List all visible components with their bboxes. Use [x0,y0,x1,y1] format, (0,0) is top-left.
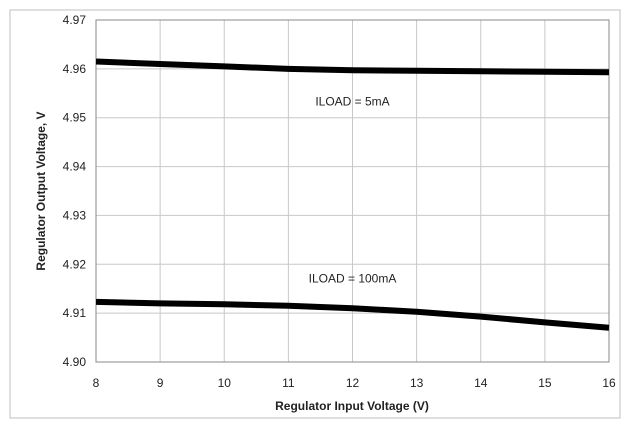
x-tick-label: 8 [93,376,100,390]
series-line-0 [95,58,610,76]
y-tick-label: 4.93 [63,208,87,222]
tick-labels: 8 9 10 11 12 13 14 15 16 4.90 4.91 4.92 4.93 4.94 4.95… [63,13,616,390]
series-annotation-1: ILOAD = 100mA [309,271,397,285]
x-tick-label: 15 [538,376,552,390]
y-tick-label: 4.92 [63,257,87,271]
x-axis-label: Regulator Input Voltage (V) [275,399,429,413]
x-tick-label: 9 [157,376,164,390]
y-tick-label: 4.95 [63,111,87,125]
y-tick-label: 4.94 [63,160,87,174]
plot-area-border [95,19,610,363]
series-line-1 [95,298,610,331]
x-tick-label: 14 [474,376,488,390]
y-tick-label: 4.91 [63,306,87,320]
y-tick-label: 4.97 [63,13,87,27]
grid-lines [95,19,610,363]
y-tick-label: 4.90 [63,355,87,369]
x-tick-label: 11 [282,376,295,390]
series-annotations: ILOAD = 5mA ILOAD = 100mA [309,95,397,286]
series-lines [95,58,610,331]
x-tick-label: 16 [602,376,616,390]
chart-frame [9,9,621,419]
y-axis-label: Regulator Output Voltage, V [34,111,48,270]
series-annotation-0: ILOAD = 5mA [315,95,389,109]
y-tick-label: 4.96 [63,62,87,76]
x-tick-label: 12 [346,376,360,390]
x-tick-label: 13 [410,376,424,390]
x-tick-label: 10 [218,376,232,390]
